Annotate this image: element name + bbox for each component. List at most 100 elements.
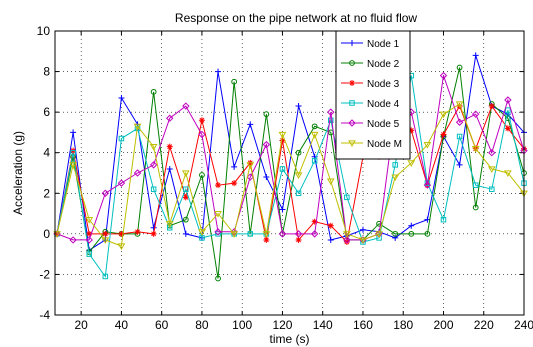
data-point-triangle bbox=[439, 111, 448, 119]
data-point-plus bbox=[263, 174, 270, 181]
x-tick-label: 80 bbox=[195, 318, 209, 332]
data-point-triangle bbox=[246, 162, 255, 169]
data-point-plus bbox=[279, 206, 286, 213]
data-point-circle bbox=[215, 275, 221, 282]
legend: Node 1 Node 2 Node 3 Node 4 Node 5 Node M bbox=[335, 30, 411, 160]
data-point-star bbox=[327, 222, 334, 229]
data-point-diamond bbox=[166, 114, 174, 122]
data-point-circle bbox=[295, 149, 302, 156]
data-point-plus bbox=[150, 224, 157, 231]
axis-ticks: 20 40 60 80 100 120 140 160 180 200 220 240 -4 -2 0 2 4 6… bbox=[37, 24, 533, 332]
data-point-square bbox=[295, 190, 302, 197]
legend-label: Node 1 bbox=[367, 39, 400, 50]
data-point-star bbox=[102, 230, 109, 237]
data-point-square bbox=[440, 216, 447, 223]
data-point-diamond bbox=[198, 130, 206, 139]
data-point-square bbox=[166, 225, 173, 231]
x-tick-label: 60 bbox=[155, 318, 169, 332]
data-point-diamond bbox=[471, 110, 480, 118]
y-tick-label: 8 bbox=[43, 65, 50, 79]
data-point-diamond bbox=[101, 189, 110, 197]
data-point-diamond bbox=[455, 118, 464, 126]
series-node-2 bbox=[54, 64, 527, 282]
data-point-triangle bbox=[149, 144, 158, 151]
data-point-triangle bbox=[230, 231, 239, 238]
data-point-triangle bbox=[214, 210, 222, 218]
data-point-star bbox=[311, 218, 318, 225]
data-point-plus bbox=[295, 103, 302, 110]
data-point-triangle bbox=[487, 166, 496, 173]
series-line bbox=[56, 67, 525, 279]
data-point-triangle bbox=[310, 131, 319, 139]
data-point-square bbox=[392, 162, 398, 168]
data-point-triangle bbox=[133, 123, 142, 131]
data-point-triangle bbox=[375, 231, 383, 238]
series-line bbox=[56, 75, 525, 241]
data-point-plus bbox=[349, 40, 355, 46]
data-point-plus bbox=[472, 52, 479, 59]
grid bbox=[55, 30, 525, 316]
data-point-diamond bbox=[348, 119, 356, 127]
data-point-diamond bbox=[117, 179, 126, 187]
series-node-4 bbox=[54, 72, 527, 280]
data-point-circle bbox=[311, 123, 318, 130]
y-tick-label: -2 bbox=[39, 267, 50, 281]
x-tick-label: 240 bbox=[514, 318, 533, 332]
data-point-circle bbox=[392, 230, 399, 237]
data-point-circle bbox=[231, 78, 238, 85]
y-tick-label: 6 bbox=[43, 105, 50, 119]
data-point-diamond bbox=[278, 230, 287, 238]
legend-entry: Node 2 bbox=[341, 59, 400, 70]
data-point-diamond bbox=[246, 173, 254, 181]
data-point-triangle bbox=[181, 170, 190, 177]
data-point-plus bbox=[166, 165, 173, 172]
data-point-star bbox=[231, 180, 238, 187]
data-point-star bbox=[343, 238, 350, 245]
data-point-circle bbox=[150, 88, 157, 95]
y-tick-label: 2 bbox=[43, 186, 50, 200]
data-point-triangle bbox=[198, 229, 206, 236]
data-point-circle bbox=[408, 230, 415, 237]
data-point-triangle bbox=[278, 131, 287, 139]
y-tick-label: 4 bbox=[43, 146, 50, 160]
data-point-plus bbox=[456, 161, 463, 168]
data-point-square bbox=[102, 273, 109, 280]
legend-entry: Node M bbox=[341, 139, 402, 150]
legend-entry: Node 1 bbox=[341, 39, 400, 50]
data-point-triangle bbox=[53, 231, 61, 238]
x-tick-label: 180 bbox=[393, 318, 413, 332]
data-point-diamond bbox=[214, 228, 222, 236]
data-point-star bbox=[263, 236, 270, 243]
data-point-triangle bbox=[165, 221, 174, 228]
data-point-star bbox=[166, 143, 173, 150]
data-point-star bbox=[215, 182, 222, 189]
data-point-square bbox=[472, 182, 479, 188]
data-point-diamond bbox=[423, 181, 432, 189]
data-point-plus bbox=[215, 68, 222, 75]
data-point-plus bbox=[408, 222, 415, 229]
series-node-m bbox=[53, 101, 528, 251]
data-point-circle bbox=[424, 230, 431, 237]
data-point-square bbox=[183, 186, 189, 192]
data-point-circle bbox=[472, 204, 479, 211]
data-point-diamond bbox=[69, 236, 77, 244]
legend-entry: Node 5 bbox=[341, 119, 400, 130]
data-point-diamond bbox=[85, 236, 93, 244]
legend-label: Node 3 bbox=[367, 79, 400, 90]
data-point-triangle bbox=[423, 142, 432, 149]
data-point-triangle bbox=[326, 178, 335, 186]
data-point-square bbox=[505, 107, 511, 113]
x-tick-label: 200 bbox=[433, 318, 453, 332]
series-line bbox=[56, 100, 525, 244]
x-tick-label: 140 bbox=[313, 318, 333, 332]
data-point-square bbox=[86, 251, 92, 257]
legend-entry: Node 4 bbox=[341, 99, 400, 110]
data-point-star bbox=[279, 137, 286, 144]
data-point-triangle bbox=[471, 146, 480, 153]
data-point-diamond bbox=[488, 149, 496, 157]
y-tick-label: 0 bbox=[43, 227, 50, 241]
data-point-diamond bbox=[310, 230, 319, 238]
data-point-square bbox=[328, 117, 334, 124]
data-point-diamond bbox=[149, 161, 158, 169]
